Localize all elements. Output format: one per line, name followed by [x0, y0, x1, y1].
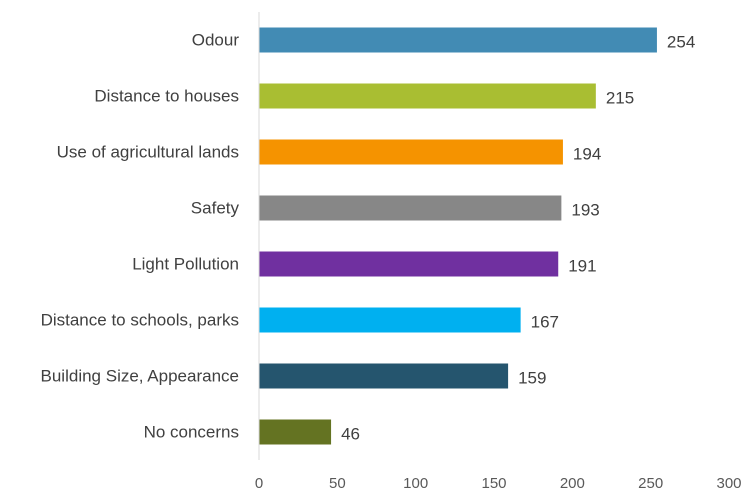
category-label: Odour: [192, 31, 240, 50]
bar: [259, 307, 521, 333]
x-tick-label: 50: [329, 475, 346, 492]
data-labels: 254 215 194 193 191 167 159 46: [341, 33, 695, 444]
data-label: 159: [518, 369, 546, 388]
x-tick-label: 100: [403, 475, 428, 492]
bar: [259, 363, 509, 389]
data-label: 194: [573, 145, 601, 164]
category-label: Use of agricultural lands: [57, 143, 239, 162]
x-tick-label: 150: [481, 475, 506, 492]
data-label: 254: [667, 33, 695, 52]
bar: [259, 251, 559, 277]
x-axis-tick-labels: 0 50 100 150 200 250 300: [255, 475, 742, 492]
category-label: No concerns: [144, 423, 239, 442]
data-label: 46: [341, 425, 360, 444]
bar: [259, 139, 563, 165]
data-label: 167: [531, 313, 559, 332]
category-label: Light Pollution: [132, 255, 239, 274]
category-labels: Odour Distance to houses Use of agricultur…: [41, 31, 240, 442]
category-label: Distance to schools, parks: [41, 311, 239, 330]
bars-layer: [259, 27, 657, 445]
bar: [259, 83, 596, 109]
bar: [259, 419, 332, 445]
x-tick-label: 200: [560, 475, 585, 492]
data-label: 215: [606, 89, 634, 108]
bar: [259, 27, 657, 53]
x-tick-label: 300: [716, 475, 741, 492]
data-label: 193: [571, 201, 599, 220]
category-label: Building Size, Appearance: [41, 367, 239, 386]
bar: [259, 195, 562, 221]
category-label: Safety: [191, 199, 240, 218]
category-label: Distance to houses: [94, 87, 239, 106]
x-tick-label: 250: [638, 475, 663, 492]
data-label: 191: [568, 257, 596, 276]
x-tick-label: 0: [255, 475, 263, 492]
